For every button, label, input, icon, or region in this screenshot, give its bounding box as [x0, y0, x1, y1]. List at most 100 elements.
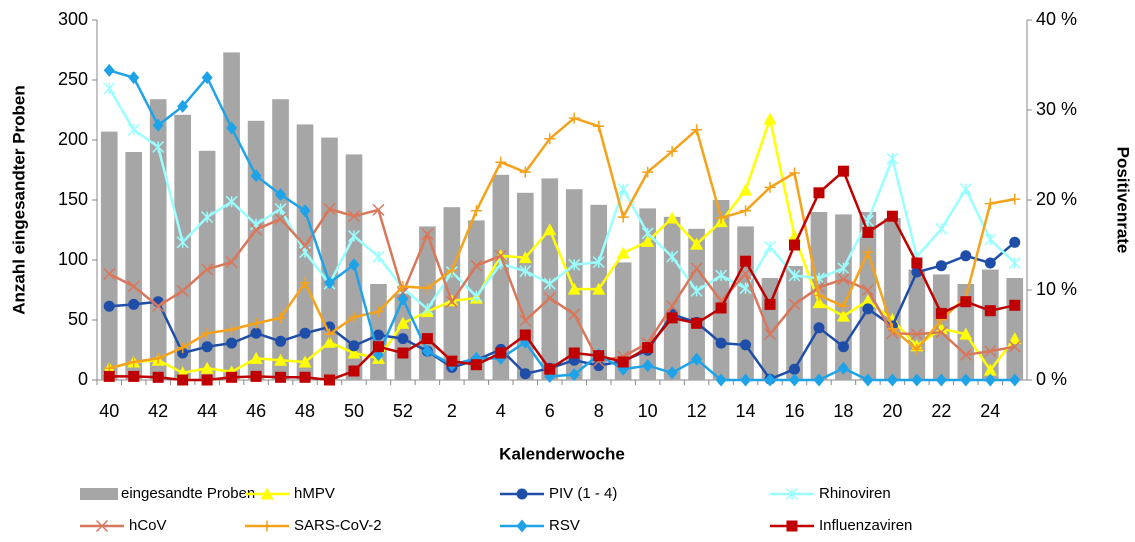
- marker: [960, 250, 972, 262]
- marker: [544, 363, 556, 375]
- legend-label: SARS-CoV-2: [294, 517, 382, 534]
- marker: [837, 300, 849, 312]
- marker: [788, 298, 801, 311]
- x-tick-label: 16: [784, 401, 804, 421]
- y2-tick-label: 40 %: [1036, 9, 1077, 29]
- marker: [323, 335, 336, 348]
- bar: [712, 200, 730, 380]
- marker: [837, 262, 850, 275]
- marker: [348, 311, 360, 323]
- marker: [911, 343, 923, 355]
- marker: [226, 324, 238, 336]
- marker: [642, 342, 654, 354]
- marker: [764, 181, 776, 193]
- x-tick-label: 44: [197, 401, 217, 421]
- marker: [666, 250, 679, 263]
- marker: [152, 118, 164, 132]
- marker: [470, 259, 483, 272]
- bar: [492, 174, 510, 380]
- marker: [397, 347, 409, 359]
- marker: [261, 520, 273, 532]
- marker: [789, 373, 800, 387]
- marker: [910, 328, 923, 341]
- marker: [935, 307, 947, 319]
- marker: [691, 124, 703, 136]
- marker: [543, 277, 556, 290]
- marker: [666, 312, 678, 324]
- marker: [616, 246, 630, 259]
- marker: [812, 296, 826, 309]
- marker: [862, 373, 874, 387]
- marker: [715, 269, 728, 282]
- bar: [1006, 278, 1024, 380]
- marker: [935, 373, 947, 387]
- marker: [95, 519, 109, 533]
- x-tick-label: 6: [545, 401, 555, 421]
- marker: [715, 373, 727, 387]
- marker: [568, 347, 580, 359]
- marker: [128, 71, 140, 85]
- marker: [519, 314, 532, 327]
- y-tick-label: 200: [58, 129, 88, 149]
- marker: [446, 264, 458, 276]
- marker: [786, 520, 798, 532]
- marker: [593, 350, 605, 362]
- marker: [494, 249, 507, 262]
- marker: [568, 368, 580, 382]
- marker: [372, 329, 384, 341]
- marker: [372, 250, 385, 263]
- marker: [837, 341, 849, 353]
- bar: [321, 137, 338, 380]
- marker: [666, 145, 678, 157]
- marker: [177, 99, 189, 113]
- marker: [274, 202, 287, 216]
- marker: [886, 210, 898, 222]
- marker: [911, 257, 923, 269]
- marker: [446, 355, 458, 367]
- marker: [861, 294, 875, 307]
- legend-item: Influenzaviren: [770, 517, 912, 534]
- y2-tick-label: 10 %: [1036, 279, 1077, 299]
- legend-label: eingesandte Proben: [121, 485, 255, 502]
- marker: [495, 156, 507, 168]
- marker: [324, 276, 335, 290]
- legend-item: Rhinoviren: [770, 485, 891, 502]
- x-tick-label: 22: [931, 401, 951, 421]
- legend-item: hCoV: [80, 517, 167, 534]
- legend-label: hCoV: [129, 517, 167, 534]
- marker: [275, 371, 287, 383]
- x-tick-label: 40: [99, 401, 119, 421]
- marker: [226, 337, 238, 349]
- marker: [519, 265, 532, 278]
- x-tick-label: 12: [687, 401, 707, 421]
- y-tick-label: 150: [58, 189, 88, 209]
- y-tick-label: 50: [68, 309, 88, 329]
- marker: [470, 205, 482, 217]
- marker: [516, 519, 528, 533]
- marker: [886, 323, 898, 335]
- marker: [935, 260, 947, 272]
- marker: [886, 152, 899, 165]
- marker: [715, 212, 727, 224]
- legend-label: hMPV: [294, 485, 335, 502]
- marker: [397, 292, 409, 306]
- marker: [862, 226, 874, 238]
- marker: [348, 340, 360, 352]
- legend-label: RSV: [549, 517, 580, 534]
- bar: [100, 131, 118, 380]
- bar: [125, 152, 143, 380]
- y2-tick-label: 20 %: [1036, 189, 1077, 209]
- marker: [421, 344, 433, 358]
- marker: [1008, 340, 1021, 353]
- marker: [934, 322, 948, 335]
- marker: [250, 317, 262, 329]
- marker: [421, 282, 433, 294]
- line: [108, 207, 1015, 363]
- marker: [226, 371, 238, 383]
- bar: [884, 218, 901, 380]
- x-tick-label: 52: [393, 401, 413, 421]
- x-tick-label: 8: [594, 401, 604, 421]
- y-axis-title: Anzahl eingesandter Proben: [9, 85, 28, 315]
- marker: [518, 251, 532, 264]
- bar: [786, 266, 803, 380]
